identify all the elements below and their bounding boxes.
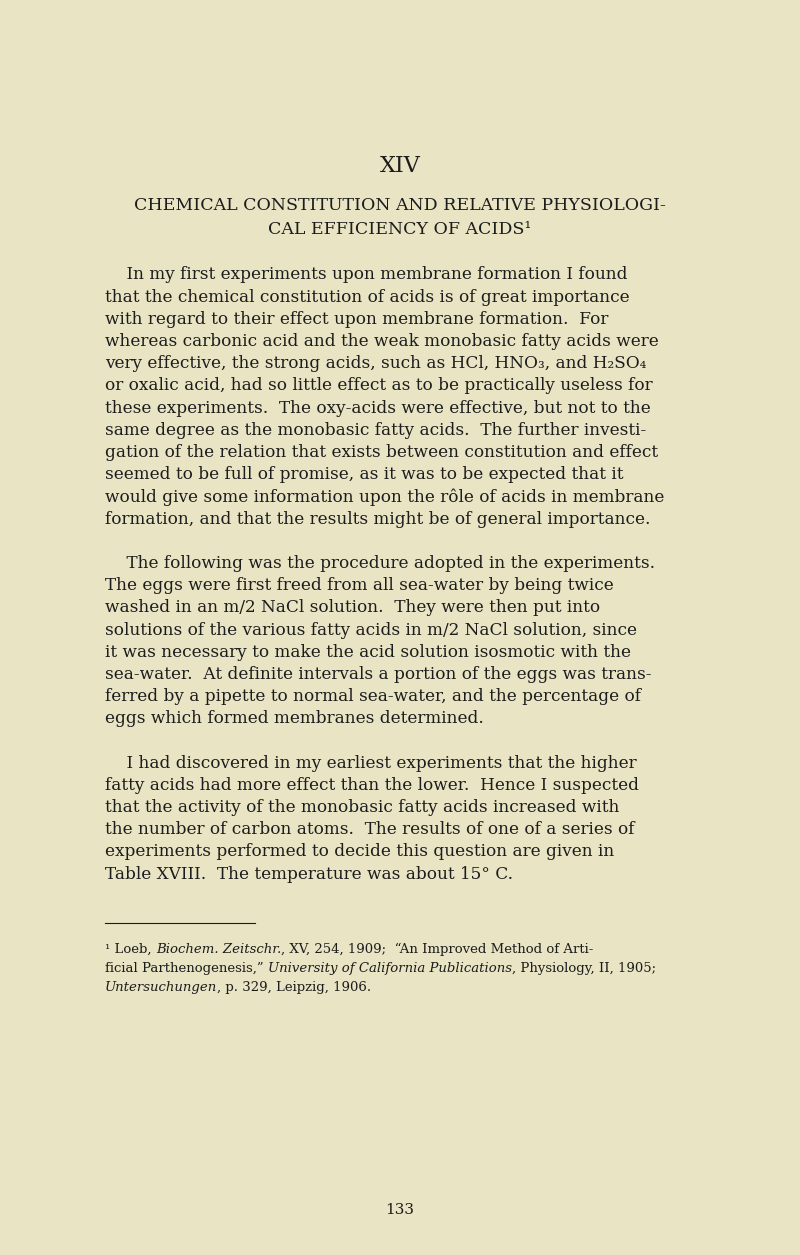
Text: that the activity of the monobasic fatty acids increased with: that the activity of the monobasic fatty…: [105, 799, 619, 816]
Text: ficial Parthenogenesis,”: ficial Parthenogenesis,”: [105, 961, 268, 975]
Text: , XV, 254, 1909;  “An Improved Method of Arti-: , XV, 254, 1909; “An Improved Method of …: [281, 943, 594, 956]
Text: In my first experiments upon membrane formation I found: In my first experiments upon membrane fo…: [105, 266, 627, 284]
Text: formation, and that the results might be of general importance.: formation, and that the results might be…: [105, 511, 650, 527]
Text: seemed to be full of promise, as it was to be expected that it: seemed to be full of promise, as it was …: [105, 467, 623, 483]
Text: it was necessary to make the acid solution isosmotic with the: it was necessary to make the acid soluti…: [105, 644, 631, 660]
Text: or oxalic acid, had so little effect as to be practically useless for: or oxalic acid, had so little effect as …: [105, 378, 653, 394]
Text: these experiments.  The oxy-acids were effective, but not to the: these experiments. The oxy-acids were ef…: [105, 399, 650, 417]
Text: Biochem. Zeitschr.: Biochem. Zeitschr.: [156, 943, 281, 956]
Text: experiments performed to decide this question are given in: experiments performed to decide this que…: [105, 843, 614, 860]
Text: Untersuchungen: Untersuchungen: [105, 980, 218, 994]
Text: would give some information upon the rôle of acids in membrane: would give some information upon the rôl…: [105, 488, 664, 506]
Text: whereas carbonic acid and the weak monobasic fatty acids were: whereas carbonic acid and the weak monob…: [105, 333, 658, 350]
Text: Table XVIII.  The temperature was about 15° C.: Table XVIII. The temperature was about 1…: [105, 866, 513, 882]
Text: fatty acids had more effect than the lower.  Hence I suspected: fatty acids had more effect than the low…: [105, 777, 639, 793]
Text: that the chemical constitution of acids is of great importance: that the chemical constitution of acids …: [105, 289, 630, 306]
Text: very effective, the strong acids, such as HCl, HNO₃, and H₂SO₄: very effective, the strong acids, such a…: [105, 355, 646, 373]
Text: gation of the relation that exists between constitution and effect: gation of the relation that exists betwe…: [105, 444, 658, 461]
Text: the number of carbon atoms.  The results of one of a series of: the number of carbon atoms. The results …: [105, 821, 634, 838]
Text: ferred by a pipette to normal sea-water, and the percentage of: ferred by a pipette to normal sea-water,…: [105, 688, 641, 705]
Text: 133: 133: [386, 1204, 414, 1217]
Text: The following was the procedure adopted in the experiments.: The following was the procedure adopted …: [105, 555, 655, 572]
Text: , p. 329, Leipzig, 1906.: , p. 329, Leipzig, 1906.: [218, 980, 371, 994]
Text: , Physiology, II, 1905;: , Physiology, II, 1905;: [512, 961, 656, 975]
Text: The eggs were first freed from all sea-water by being twice: The eggs were first freed from all sea-w…: [105, 577, 614, 594]
Text: with regard to their effect upon membrane formation.  For: with regard to their effect upon membran…: [105, 311, 608, 328]
Text: XIV: XIV: [379, 156, 421, 177]
Text: solutions of the various fatty acids in m/2 NaCl solution, since: solutions of the various fatty acids in …: [105, 621, 637, 639]
Text: CHEMICAL CONSTITUTION AND RELATIVE PHYSIOLOGI-: CHEMICAL CONSTITUTION AND RELATIVE PHYSI…: [134, 197, 666, 215]
Text: same degree as the monobasic fatty acids.  The further investi-: same degree as the monobasic fatty acids…: [105, 422, 646, 439]
Text: CAL EFFICIENCY OF ACIDS¹: CAL EFFICIENCY OF ACIDS¹: [268, 221, 532, 238]
Text: eggs which formed membranes determined.: eggs which formed membranes determined.: [105, 710, 484, 728]
Text: University of California Publications: University of California Publications: [268, 961, 512, 975]
Text: washed in an m/2 NaCl solution.  They were then put into: washed in an m/2 NaCl solution. They wer…: [105, 600, 600, 616]
Text: ¹ Loeb,: ¹ Loeb,: [105, 943, 156, 956]
Text: sea-water.  At definite intervals a portion of the eggs was trans-: sea-water. At definite intervals a porti…: [105, 666, 651, 683]
Text: I had discovered in my earliest experiments that the higher: I had discovered in my earliest experime…: [105, 754, 637, 772]
